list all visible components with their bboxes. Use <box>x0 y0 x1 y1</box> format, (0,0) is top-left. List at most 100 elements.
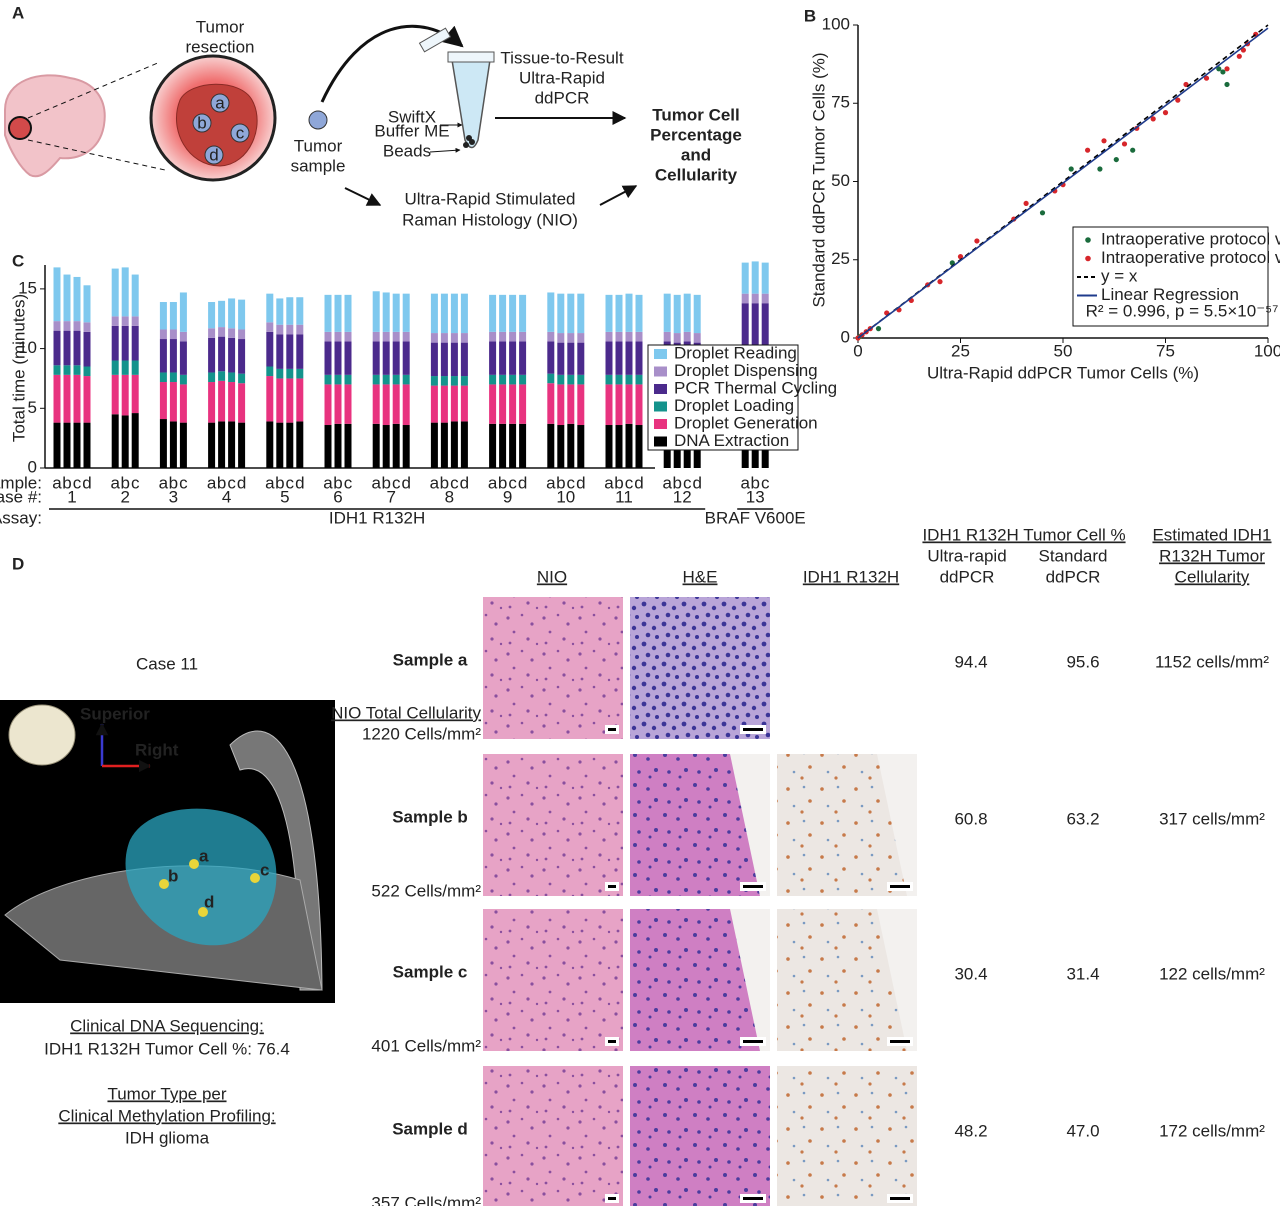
bar-segment <box>440 293 448 334</box>
bar-segment <box>344 341 352 375</box>
bar-segment <box>605 425 613 468</box>
sample-label: c <box>761 473 770 492</box>
bar-segment <box>228 328 236 338</box>
bar-segment <box>63 321 71 331</box>
sample-label: a <box>159 473 169 492</box>
legend-label: Intraoperative protocol v2 <box>1101 248 1280 267</box>
render-label: Superior <box>80 704 150 723</box>
case-label: 6 <box>333 487 342 506</box>
column-header: Estimated IDH1 <box>1152 525 1271 544</box>
bar-segment <box>557 384 565 426</box>
bar-segment <box>296 378 304 422</box>
bar-segment <box>625 384 633 424</box>
tube-lid <box>418 27 452 53</box>
y-tick-label: 100 <box>822 14 850 33</box>
label: Ultra-Rapid Stimulated <box>404 189 575 208</box>
bar-segment <box>392 384 400 424</box>
bar-segment <box>286 422 294 468</box>
result-label: and <box>681 145 711 164</box>
column-header: R132H Tumor <box>1159 546 1265 565</box>
standard-value: 95.6 <box>1066 652 1099 671</box>
bar-segment <box>169 329 177 340</box>
sample-label: b <box>217 473 226 492</box>
sample-label: c <box>683 473 692 492</box>
panel-label: B <box>804 6 816 25</box>
sample-label: c <box>179 473 188 492</box>
bar-segment <box>83 285 91 323</box>
bar-segment <box>169 382 177 422</box>
sample-label: a <box>604 473 614 492</box>
x-tick-label: 100 <box>1254 341 1280 360</box>
column-header: Ultra-rapid <box>927 546 1006 565</box>
bar-segment <box>683 293 691 332</box>
bar-segment <box>324 384 332 426</box>
bar-segment <box>557 293 565 334</box>
point <box>1113 156 1119 163</box>
estimated-value: 122 cells/mm² <box>1159 964 1265 983</box>
y-axis-label: Total time (minutes) <box>9 294 28 442</box>
bar-segment <box>276 378 284 423</box>
legend-swatch <box>654 349 667 359</box>
bar-segment <box>741 262 749 294</box>
bar-segment <box>53 267 61 322</box>
bar-segment <box>169 372 177 383</box>
column-header: NIO <box>537 567 567 586</box>
tumor-site <box>8 116 32 140</box>
legend-box <box>1072 226 1269 327</box>
render-3d <box>0 700 335 1003</box>
arrow <box>429 147 461 153</box>
sample-point <box>198 907 208 917</box>
y-axis-label: Standard ddPCR Tumor Cells (%) <box>809 52 828 307</box>
bar-segment <box>615 425 623 468</box>
bar-segment <box>605 341 613 375</box>
bar-segment <box>460 376 468 386</box>
row-label: Sample: <box>0 473 42 492</box>
label: Tissue-to-Result <box>500 48 623 67</box>
x-tick-label: 50 <box>1054 341 1073 360</box>
bar-segment <box>238 329 246 340</box>
standard-value: 47.0 <box>1066 1121 1099 1140</box>
sample-label: d <box>295 473 304 492</box>
bar-segment <box>557 333 565 343</box>
bar-segment <box>509 423 517 468</box>
bar-segment <box>169 302 177 330</box>
case-label: 1 <box>67 487 76 506</box>
bar-segment <box>751 261 759 294</box>
legend-swatch <box>654 436 667 447</box>
point <box>1236 53 1242 59</box>
line <box>857 27 1269 339</box>
bar-segment <box>741 303 749 378</box>
bar-segment <box>63 330 71 366</box>
bar-segment <box>83 422 91 468</box>
x-axis-label: Ultra-Rapid ddPCR Tumor Cells (%) <box>927 363 1199 382</box>
bar-segment <box>382 341 390 375</box>
point <box>957 254 964 260</box>
bar-segment <box>334 331 342 342</box>
bar-segment <box>430 333 438 343</box>
bar-segment <box>499 294 507 332</box>
scale-bar <box>608 1040 616 1043</box>
sample-label: a <box>430 473 440 492</box>
bar-segment <box>73 276 81 322</box>
bar-segment <box>693 333 701 343</box>
bar-segment <box>577 342 585 375</box>
bar-segment <box>761 303 769 378</box>
case-label: 2 <box>120 487 129 506</box>
bar-segment <box>450 421 458 468</box>
bar-segment <box>499 341 507 375</box>
bar-segment <box>218 371 226 381</box>
bar-segment <box>392 374 400 385</box>
legend-label: Droplet Loading <box>674 396 794 415</box>
point <box>1224 81 1230 88</box>
bar-segment <box>131 413 139 468</box>
bar-segment <box>228 298 236 329</box>
bar-segment <box>111 268 119 317</box>
bar-segment <box>159 372 167 383</box>
bar-segment <box>673 294 681 334</box>
bar-segment <box>615 384 623 426</box>
point <box>1101 138 1107 144</box>
bar-segment <box>509 331 517 342</box>
bar-segment <box>382 384 390 426</box>
clinical-value: IDH1 R132H Tumor Cell %: 76.4 <box>44 1039 290 1058</box>
case-label: 7 <box>386 487 395 506</box>
